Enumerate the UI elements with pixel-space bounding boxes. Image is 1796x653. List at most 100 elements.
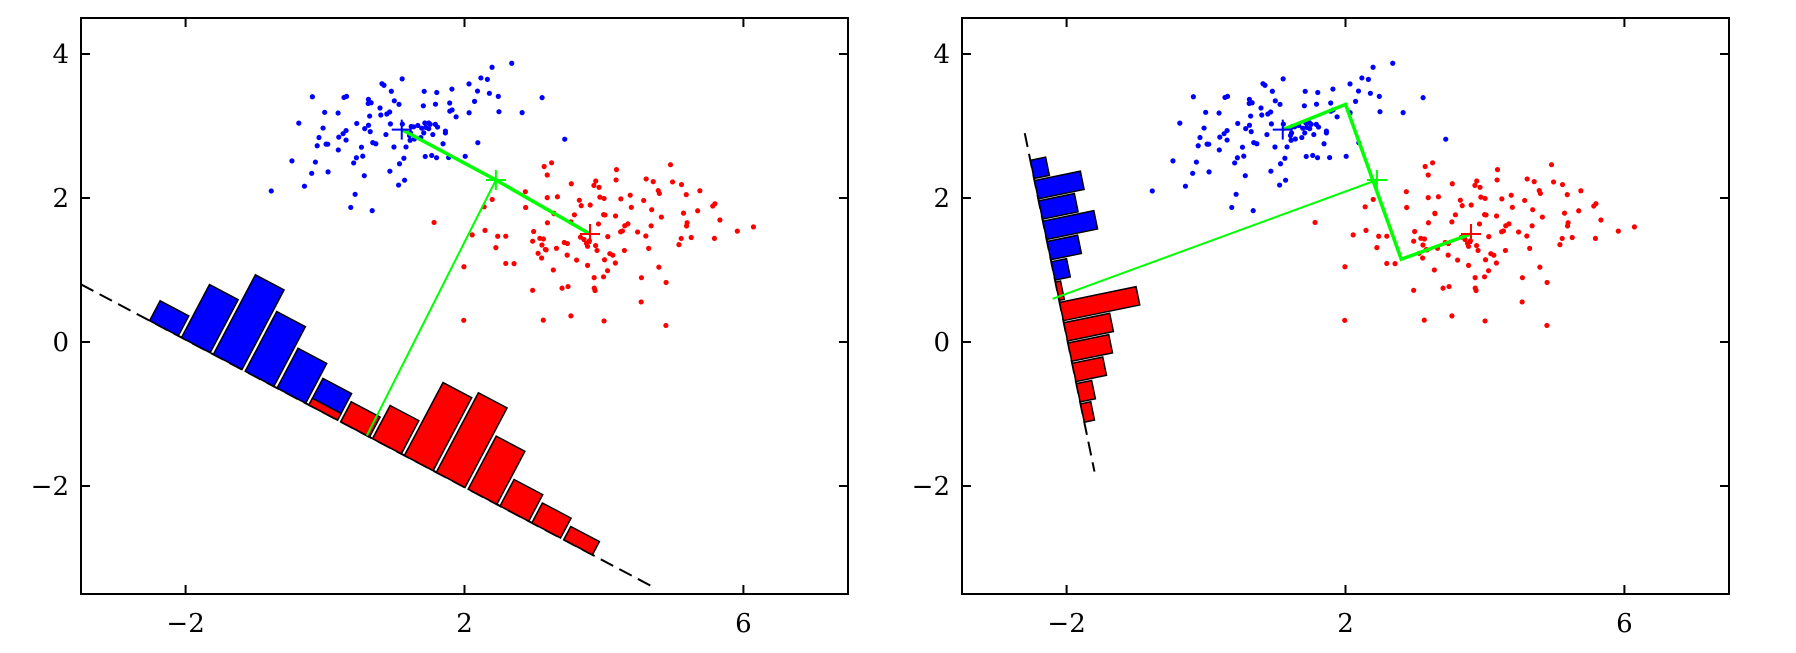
x-tick-label: −2 [1047, 609, 1085, 639]
data-point-red [1529, 223, 1535, 229]
y-tick-label: 0 [52, 328, 69, 358]
data-point-red [710, 203, 716, 209]
data-point-red [1452, 212, 1459, 218]
data-point-blue [1250, 208, 1256, 214]
data-point-red [1631, 224, 1638, 230]
data-point-blue [421, 130, 427, 136]
data-point-red [503, 260, 509, 267]
data-point-blue [1216, 110, 1222, 116]
data-point-red [1425, 195, 1431, 201]
data-point-blue [1177, 120, 1183, 126]
data-point-blue [1284, 144, 1290, 150]
histogram-bar-blue [1041, 209, 1099, 241]
data-point-red [750, 224, 757, 230]
data-point-red [554, 194, 561, 200]
data-point-red [1539, 214, 1545, 220]
data-point-red [530, 238, 536, 244]
data-point-red [1362, 204, 1368, 210]
data-point-red [461, 317, 467, 323]
data-point-blue [1206, 169, 1212, 175]
data-point-red [1564, 192, 1570, 198]
data-point-blue [352, 191, 358, 197]
histogram-bar-red [499, 478, 544, 523]
data-point-blue [403, 144, 409, 150]
data-point-red [1449, 219, 1455, 225]
data-point-blue [1323, 130, 1329, 136]
data-point-blue [383, 131, 389, 138]
data-point-blue [1330, 86, 1336, 92]
data-point-red [578, 203, 584, 209]
data-point-blue [387, 168, 393, 174]
histogram-bar-red [307, 397, 343, 422]
data-point-blue [396, 182, 402, 188]
histogram-bar-red [1062, 312, 1115, 342]
data-point-blue [453, 114, 459, 120]
data-point-red [1459, 203, 1465, 209]
data-point-blue [466, 110, 472, 116]
data-point-blue [296, 120, 302, 126]
data-point-blue [1367, 90, 1373, 96]
data-point-blue [340, 131, 346, 137]
data-point-red [1476, 221, 1483, 227]
data-point-red [1536, 187, 1542, 194]
data-point-blue [407, 137, 413, 143]
data-point-blue [1268, 168, 1274, 174]
data-point-red [1403, 189, 1409, 195]
data-point-blue [509, 60, 515, 66]
data-point-red [541, 163, 547, 170]
data-point-blue [1359, 75, 1365, 81]
data-point-blue [358, 144, 365, 150]
data-point-red [469, 232, 475, 238]
data-point-blue [442, 130, 448, 136]
mean-marker-blue [391, 119, 412, 140]
data-point-red [565, 283, 571, 290]
data-point-red [523, 204, 529, 211]
y-tick-label: −2 [31, 472, 69, 502]
data-point-blue [1201, 125, 1207, 131]
data-point-blue [399, 76, 405, 82]
data-point-red [695, 208, 701, 214]
data-point-blue [1302, 130, 1308, 136]
data-point-red [1384, 233, 1390, 239]
data-point-blue [369, 208, 375, 214]
data-point-red [1515, 229, 1522, 235]
data-point-blue [1216, 147, 1222, 153]
data-point-blue [365, 96, 372, 102]
data-point-red [568, 181, 574, 187]
data-point-red [540, 236, 547, 242]
data-point-red [1524, 176, 1530, 182]
data-point-red [1449, 181, 1455, 187]
data-point-blue [1377, 109, 1383, 115]
data-point-blue [1310, 152, 1316, 159]
data-point-blue [322, 109, 328, 115]
data-point-blue [1400, 110, 1406, 116]
data-point-red [574, 257, 580, 263]
data-point-red [1440, 285, 1446, 291]
data-point-blue [1190, 170, 1196, 176]
data-point-red [550, 267, 556, 273]
x-tick-label: −2 [166, 609, 204, 639]
data-point-red [1527, 245, 1533, 251]
data-point-red [612, 213, 619, 219]
data-point-blue [1328, 100, 1334, 106]
x-tick-label: 2 [1337, 609, 1354, 639]
data-point-red [593, 178, 599, 184]
data-point-blue [388, 88, 394, 94]
data-point-red [1519, 275, 1526, 281]
data-point-blue [367, 113, 373, 119]
data-point-red [1411, 238, 1417, 244]
data-point-blue [1259, 112, 1265, 118]
data-point-blue [1224, 137, 1230, 143]
data-point-red [1374, 245, 1380, 251]
data-point-red [1477, 184, 1483, 190]
data-point-blue [1195, 143, 1201, 149]
data-point-red [592, 242, 599, 249]
data-point-red [646, 245, 652, 251]
data-point-blue [1292, 136, 1298, 142]
right-panel: −2 2 6 −2 0 2 4 [912, 17, 1730, 639]
data-point-red [627, 192, 633, 198]
data-point-red [493, 245, 499, 251]
data-point-blue [323, 141, 329, 147]
histogram-bar-blue [244, 310, 307, 388]
data-point-red [634, 229, 641, 235]
